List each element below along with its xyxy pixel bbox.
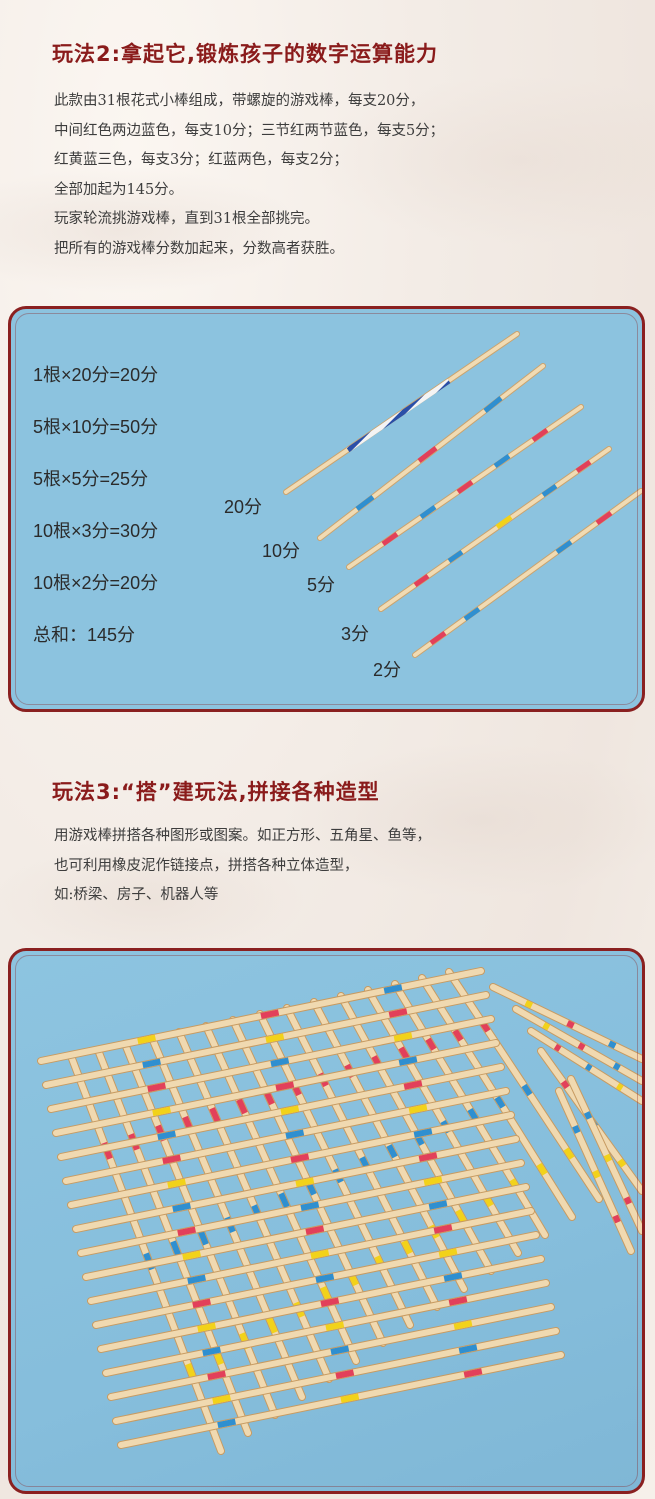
stick-3-points xyxy=(378,446,612,612)
section2-line: 全部加起为145分。 xyxy=(54,181,184,198)
equation-5: 5根×5分=25分 xyxy=(33,469,149,489)
section2-title: 玩法2:拿起它,锻炼孩子的数字运算能力 xyxy=(52,42,438,66)
stick-grid-illustration xyxy=(37,967,642,1455)
grid-stick-horizontal xyxy=(112,1327,560,1425)
grid-stick-horizontal xyxy=(82,1183,530,1281)
stick-2-points xyxy=(412,488,642,658)
section2-line: 玩家轮流挑游戏棒，直到31根全部挑完。 xyxy=(54,211,319,227)
scoring-sticks-illustration xyxy=(283,331,642,658)
loose-stick xyxy=(489,983,642,1063)
building-photo-panel xyxy=(8,948,645,1494)
grid-stick-horizontal xyxy=(102,1279,550,1377)
section3-text: 用游戏棒拼搭各种图形或图案。如正方形、五角星、鱼等， 也可利用橡皮泥作链接点，拼… xyxy=(54,822,431,911)
equation-20: 1根×20分=20分 xyxy=(33,365,159,385)
stick-label-20: 20分 xyxy=(224,497,263,517)
section3-line: 用游戏棒拼搭各种图形或图案。如正方形、五角星、鱼等， xyxy=(54,828,431,844)
grid-stick-horizontal xyxy=(87,1207,535,1305)
section3-title: 玩法3:“搭”建玩法,拼接各种造型 xyxy=(52,780,380,804)
grid-stick-horizontal xyxy=(72,1135,520,1233)
grid-stick-horizontal xyxy=(97,1255,545,1353)
loose-stick xyxy=(527,1027,642,1105)
grid-stick-horizontal xyxy=(62,1087,510,1185)
stick-label-10: 10分 xyxy=(262,541,301,561)
stick-5-points xyxy=(346,404,584,570)
section2-line: 此款由31根花式小棒组成，带螺旋的游戏棒，每支20分， xyxy=(54,93,425,109)
grid-stick-horizontal xyxy=(42,991,490,1089)
grid-stick-horizontal xyxy=(92,1231,540,1329)
loose-stick xyxy=(512,1005,642,1085)
stick-label-3: 3分 xyxy=(341,624,370,644)
grid-stick-horizontal xyxy=(107,1303,555,1401)
section2-line: 红黄蓝三色，每支3分；红蓝两色，每支2分； xyxy=(54,152,348,168)
loose-stick xyxy=(567,1075,642,1235)
section2-line: 把所有的游戏棒分数加起来，分数高者获胜。 xyxy=(54,240,344,257)
scoring-panel: 1根×20分=20分 5根×10分=50分 5根×5分=25分 10根×3分=3… xyxy=(8,306,645,712)
grid-stick-horizontal xyxy=(57,1063,505,1161)
equation-3: 10根×3分=30分 xyxy=(33,521,159,541)
grid-stick-vertical xyxy=(148,1034,306,1401)
grid-stick-horizontal xyxy=(67,1111,515,1209)
grid-stick-vertical xyxy=(418,974,576,1221)
grid-stick-horizontal xyxy=(77,1159,525,1257)
equation-total: 总和：145分 xyxy=(33,625,136,645)
grid-stick-vertical xyxy=(391,980,549,1239)
section3-line: 也可利用橡皮泥作链接点，拼搭各种立体造型， xyxy=(54,857,359,874)
section3-line: 如:桥梁、房子、机器人等 xyxy=(54,887,219,903)
section2-line: 中间红色两边蓝色，每支10分；三节红两节蓝色，每支5分； xyxy=(54,122,445,139)
grid-stick-horizontal xyxy=(47,1015,495,1113)
stick-label-5: 5分 xyxy=(307,575,336,595)
grid-stick-horizontal xyxy=(52,1039,500,1137)
stick-label-2: 2分 xyxy=(373,660,402,680)
stick-10-points xyxy=(317,363,546,541)
section2-text: 此款由31根花式小棒组成，带螺旋的游戏棒，每支20分， 中间红色两边蓝色，每支1… xyxy=(54,87,444,264)
loose-stick xyxy=(555,1087,635,1255)
equation-2: 10根×2分=20分 xyxy=(33,573,159,593)
stick-20-points xyxy=(283,331,520,495)
equation-10: 5根×10分=50分 xyxy=(33,417,159,437)
grid-stick-vertical xyxy=(445,968,603,1203)
grid-stick-vertical xyxy=(364,986,522,1257)
grid-stick-vertical xyxy=(94,1046,252,1437)
grid-stick-horizontal xyxy=(37,967,485,1065)
grid-stick-horizontal xyxy=(117,1351,565,1449)
